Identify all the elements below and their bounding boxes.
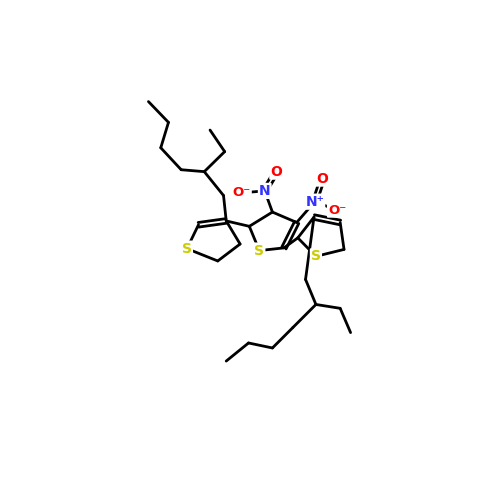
Text: O: O bbox=[316, 172, 328, 185]
Text: S: S bbox=[254, 244, 264, 258]
Text: N: N bbox=[259, 184, 270, 198]
Text: N⁺: N⁺ bbox=[306, 194, 324, 208]
Text: S: S bbox=[182, 242, 192, 256]
Text: O⁻: O⁻ bbox=[232, 186, 250, 200]
Text: S: S bbox=[311, 250, 321, 264]
Text: O⁻: O⁻ bbox=[328, 204, 346, 216]
Text: O: O bbox=[270, 164, 282, 178]
